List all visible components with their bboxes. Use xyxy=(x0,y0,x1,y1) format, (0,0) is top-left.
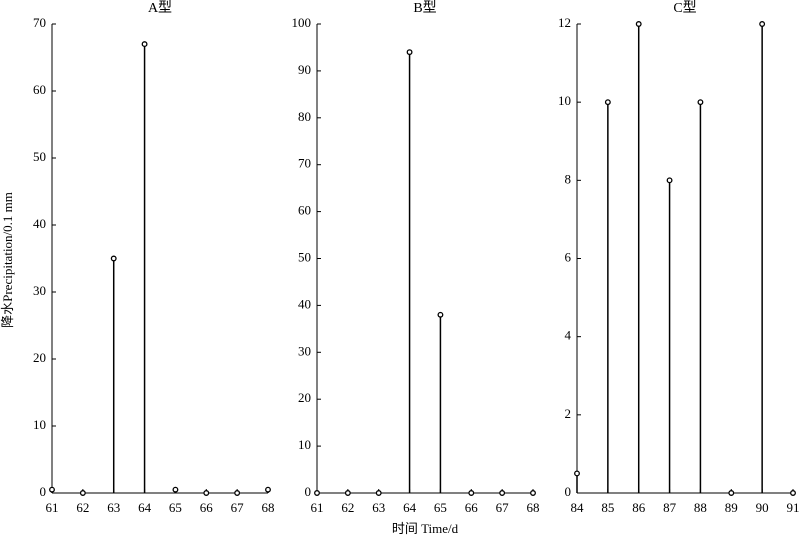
stem-marker xyxy=(574,470,580,477)
y-tick-label: 8 xyxy=(565,171,572,186)
stem-marker xyxy=(172,486,179,493)
stem-marker xyxy=(666,177,673,184)
y-tick-label: 6 xyxy=(565,249,572,264)
y-tick-label: 30 xyxy=(298,343,311,358)
y-tick-label: 100 xyxy=(292,15,312,30)
y-tick-label: 10 xyxy=(33,417,46,432)
x-tick-label: 62 xyxy=(76,500,89,515)
y-tick-label: 50 xyxy=(33,149,46,164)
x-tick-label: 90 xyxy=(756,500,769,515)
y-tick-label: 30 xyxy=(33,283,46,298)
y-tick-label: 70 xyxy=(33,15,46,30)
x-tick-label: 61 xyxy=(311,500,324,515)
x-tick-label: 66 xyxy=(200,500,214,515)
y-tick-label: 0 xyxy=(565,484,572,499)
y-tick-label: 40 xyxy=(298,296,311,311)
x-tick-label: 89 xyxy=(725,500,738,515)
x-tick-label: 64 xyxy=(403,500,417,515)
y-tick-label: 10 xyxy=(558,93,571,108)
stem-marker xyxy=(265,486,271,493)
x-tick-label: 85 xyxy=(601,500,614,515)
y-tick-label: 20 xyxy=(33,350,46,365)
y-tick-label: 80 xyxy=(298,109,311,124)
chart-title: A型 xyxy=(148,0,172,16)
y-tick-label: 40 xyxy=(33,216,46,231)
stem-marker xyxy=(234,490,241,496)
chart-title: B型 xyxy=(413,0,436,16)
x-tick-label: 68 xyxy=(262,500,275,515)
y-tick-label: 60 xyxy=(298,203,311,218)
x-tick-label: 64 xyxy=(138,500,152,515)
x-tick-label: 67 xyxy=(231,500,245,515)
x-tick-label: 63 xyxy=(372,500,385,515)
stem-marker xyxy=(790,490,796,496)
y-tick-label: 2 xyxy=(565,406,572,421)
y-tick-label: 50 xyxy=(298,249,311,264)
x-tick-label: 66 xyxy=(465,500,479,515)
stem-marker xyxy=(635,21,642,27)
stem-marker xyxy=(49,486,55,493)
stem-marker xyxy=(344,490,351,496)
x-tick-label: 67 xyxy=(496,500,510,515)
y-tick-label: 60 xyxy=(33,82,46,97)
y-axis-label: 降水Precipitation/0.1 mm xyxy=(0,192,15,328)
x-tick-label: 86 xyxy=(632,500,646,515)
x-axis-label: 时间 Time/d xyxy=(392,521,459,536)
stem-marker xyxy=(468,490,475,496)
stem-marker xyxy=(530,490,536,496)
x-tick-label: 65 xyxy=(434,500,447,515)
y-tick-label: 0 xyxy=(40,484,47,499)
y-tick-label: 0 xyxy=(305,484,312,499)
y-tick-label: 70 xyxy=(298,156,311,171)
stem-marker xyxy=(79,490,86,496)
stem-marker xyxy=(697,99,704,106)
stem-marker xyxy=(110,255,117,262)
stem-marker xyxy=(375,490,382,496)
y-tick-label: 90 xyxy=(298,62,311,77)
stem-marker xyxy=(759,21,766,27)
y-tick-label: 4 xyxy=(565,328,572,343)
stem-marker xyxy=(141,41,148,48)
stem-marker xyxy=(499,490,506,496)
x-tick-label: 62 xyxy=(341,500,354,515)
stem-marker xyxy=(604,99,611,106)
x-tick-label: 87 xyxy=(663,500,677,515)
y-tick-label: 12 xyxy=(558,15,571,30)
stem-marker xyxy=(437,311,444,318)
stem-marker xyxy=(406,49,413,56)
chart-title: C型 xyxy=(673,0,696,16)
x-tick-label: 63 xyxy=(107,500,120,515)
x-tick-label: 84 xyxy=(571,500,585,515)
y-tick-label: 10 xyxy=(298,437,311,452)
x-tick-label: 68 xyxy=(527,500,540,515)
stem-marker xyxy=(203,490,210,496)
stem-marker xyxy=(728,490,735,496)
y-tick-label: 20 xyxy=(298,390,311,405)
x-tick-label: 91 xyxy=(787,500,800,515)
stem-marker xyxy=(314,490,320,496)
x-tick-label: 88 xyxy=(694,500,707,515)
x-tick-label: 61 xyxy=(46,500,59,515)
x-tick-label: 65 xyxy=(169,500,182,515)
